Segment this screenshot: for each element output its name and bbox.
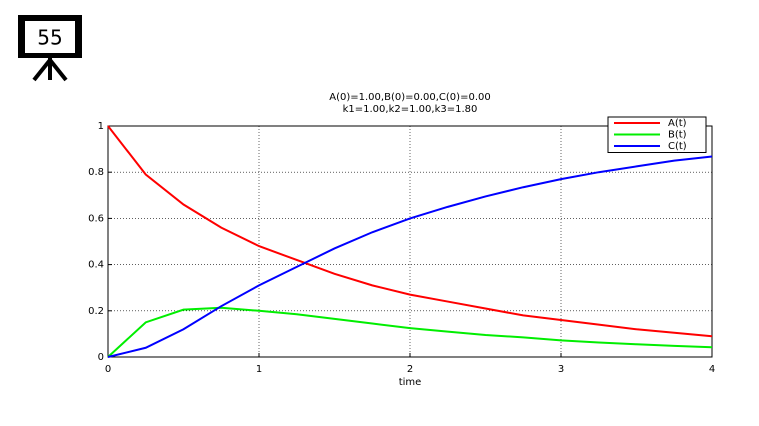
legend-label: B(t) xyxy=(668,130,687,141)
x-tick-label: 4 xyxy=(709,364,715,375)
legend-label: C(t) xyxy=(668,141,687,152)
chart-subtitle: k1=1.00,k2=1.00,k3=1.80 xyxy=(343,104,478,115)
series-line xyxy=(107,125,713,338)
presentation-icon: 55 xyxy=(18,15,82,82)
y-tick-label: 0.6 xyxy=(88,213,104,224)
x-tick-label: 3 xyxy=(558,364,564,375)
y-tick-label: 1 xyxy=(98,121,104,132)
x-tick-label: 1 xyxy=(256,364,262,375)
series-line xyxy=(107,155,713,358)
x-axis-label: time xyxy=(399,377,422,388)
plot-frame xyxy=(107,125,713,358)
badge-number: 55 xyxy=(37,26,62,50)
y-tick-label: 0.4 xyxy=(88,260,104,271)
x-tick-label: 2 xyxy=(407,364,413,375)
chart-title: A(0)=1.00,B(0)=0.00,C(0)=0.00 xyxy=(329,92,490,103)
x-tick-label: 0 xyxy=(105,364,111,375)
y-tick-label: 0.8 xyxy=(88,167,104,178)
series-line xyxy=(107,306,713,358)
y-tick-label: 0.2 xyxy=(88,306,104,317)
legend-label: A(t) xyxy=(668,118,687,129)
y-tick-label: 0 xyxy=(98,352,104,363)
